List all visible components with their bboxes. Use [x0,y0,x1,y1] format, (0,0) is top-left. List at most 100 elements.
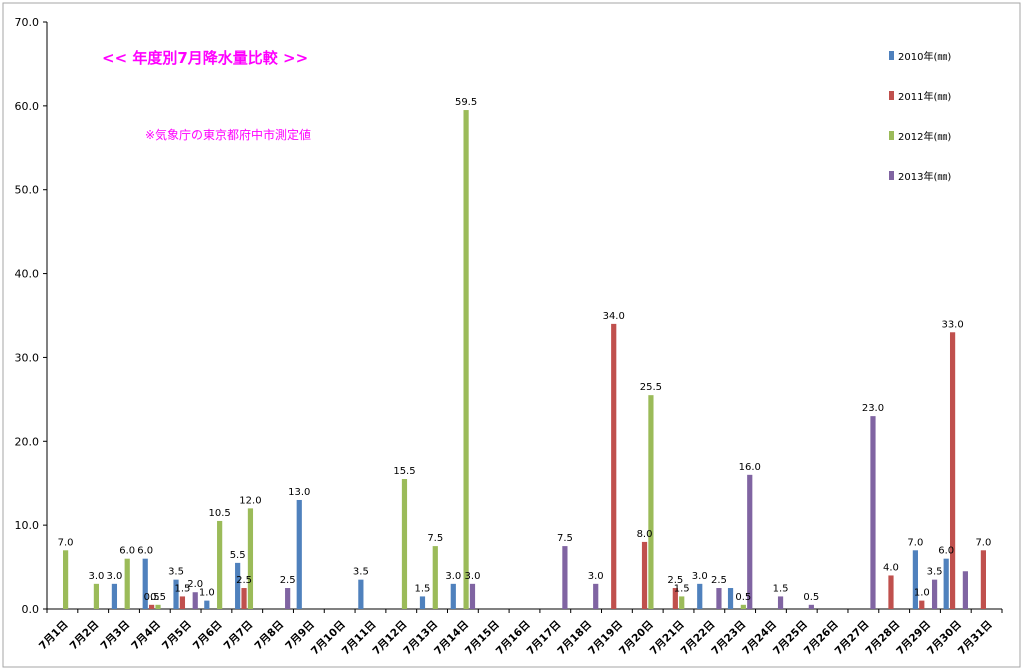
bar [241,588,247,609]
data-label: 2.5 [711,575,727,586]
legend-label: 2011年(㎜) [898,90,951,103]
data-label: 1.5 [773,583,789,594]
legend-swatch [889,131,894,140]
data-label: 7.5 [427,533,443,544]
y-tick-label: 60.0 [15,100,40,113]
data-label: 0.5 [735,592,751,603]
data-label: 25.5 [640,382,662,393]
data-label: 59.5 [455,97,477,108]
bar [285,588,291,609]
data-label: 3.0 [106,571,122,582]
bar [401,479,408,609]
bar [962,571,968,609]
bar [747,474,753,609]
data-label: 6.0 [938,546,954,557]
legend-label: 2013年(㎜) [898,170,951,183]
data-label: 13.0 [288,487,310,498]
bar [463,110,469,610]
bar [672,588,678,609]
data-label: 1.0 [199,588,215,599]
bar [727,588,734,609]
legend: 2010年(㎜) 2011年(㎜) 2012年(㎜) 2013年(㎜) [889,50,951,183]
bar [155,604,161,609]
bar [716,588,722,609]
data-label: 2.0 [187,579,203,590]
data-label: 6.0 [119,546,135,557]
data-label: 15.5 [393,466,415,477]
data-label: 0.5 [144,592,160,603]
bar [296,499,302,609]
data-label: 7.0 [975,537,991,548]
bar [931,579,938,609]
data-label: 0.5 [150,592,166,603]
bar [777,596,784,609]
data-label: 12.0 [239,495,261,506]
data-label: 3.0 [588,571,604,582]
bar [173,579,179,609]
bar [247,508,254,609]
bar [432,546,438,609]
data-label: 34.0 [603,311,625,322]
y-tick-label: 70.0 [15,16,40,29]
chart-title: << 年度別7月降水量比較 >> [102,49,308,67]
legend-swatch [889,91,894,100]
legend-swatch [889,171,894,180]
bar [419,596,426,609]
bar [980,550,986,609]
data-label: 3.0 [465,571,481,582]
data-label: 1.5 [415,583,431,594]
bar [142,558,148,609]
data-label: 10.5 [209,508,231,519]
data-label: 7.0 [907,537,923,548]
legend-swatch [889,51,894,60]
bar [697,583,703,609]
data-label: 1.5 [674,583,690,594]
data-label: 3.5 [168,567,184,578]
bar [179,596,186,609]
legend-label: 2010年(㎜) [898,50,951,63]
data-label: 23.0 [862,403,884,414]
data-label: 2.5 [236,575,252,586]
data-label: 33.0 [941,319,963,330]
data-label: 3.5 [353,567,369,578]
bar [192,592,198,609]
data-label: 3.0 [88,571,104,582]
bar [641,541,648,609]
bar [111,583,118,609]
y-tick-label: 20.0 [15,435,40,448]
bar [870,416,876,609]
data-label: 8.0 [637,529,653,540]
bar [888,575,894,609]
bar [562,546,568,609]
data-labels: 7.03.0 3.06.0 6.00.50.53.51.52.01.010.55.5… [58,97,992,603]
bar [358,579,364,609]
bar [63,550,69,609]
bar [808,604,814,609]
chart-subtitle: ※気象庁の東京都府中市測定値 [145,127,311,142]
bar [593,583,599,609]
bar [235,562,241,609]
bar [648,395,654,609]
bar [450,583,456,609]
legend-label: 2012年(㎜) [898,130,951,143]
data-label: 3.5 [927,567,943,578]
bars [63,110,986,610]
bar [949,332,956,609]
data-label: 7.5 [557,533,573,544]
data-label: 5.5 [230,550,246,561]
bar [93,583,100,609]
data-label: 0.5 [803,592,819,603]
bar [469,583,476,609]
y-tick-label: 10.0 [15,519,40,532]
bar [919,600,925,609]
bar [912,550,918,609]
data-label: 1.5 [174,583,190,594]
bar [204,600,210,609]
data-label: 7.0 [58,537,74,548]
data-label: 3.0 [445,571,461,582]
y-tick-label: 0.0 [22,603,40,616]
bar [740,604,746,609]
